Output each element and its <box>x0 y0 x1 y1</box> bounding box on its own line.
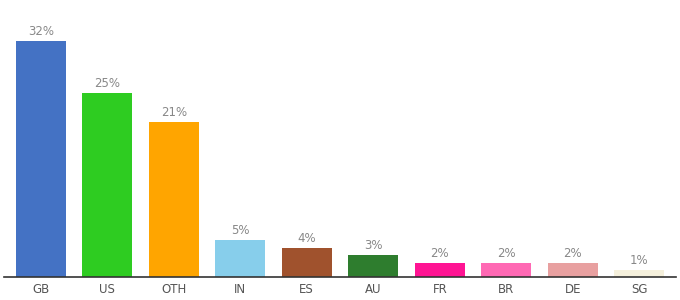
Text: 25%: 25% <box>95 77 120 90</box>
Bar <box>548 262 598 277</box>
Bar <box>348 255 398 277</box>
Bar <box>82 93 132 277</box>
Text: 21%: 21% <box>160 106 187 119</box>
Text: 4%: 4% <box>297 232 316 245</box>
Text: 5%: 5% <box>231 224 250 237</box>
Bar <box>16 41 66 277</box>
Bar <box>216 240 265 277</box>
Bar <box>481 262 531 277</box>
Text: 2%: 2% <box>430 247 449 260</box>
Text: 2%: 2% <box>564 247 582 260</box>
Bar <box>149 122 199 277</box>
Bar <box>614 270 664 277</box>
Text: 1%: 1% <box>630 254 649 267</box>
Text: 3%: 3% <box>364 239 383 252</box>
Text: 32%: 32% <box>28 25 54 38</box>
Text: 2%: 2% <box>497 247 515 260</box>
Bar <box>282 248 332 277</box>
Bar <box>415 262 464 277</box>
